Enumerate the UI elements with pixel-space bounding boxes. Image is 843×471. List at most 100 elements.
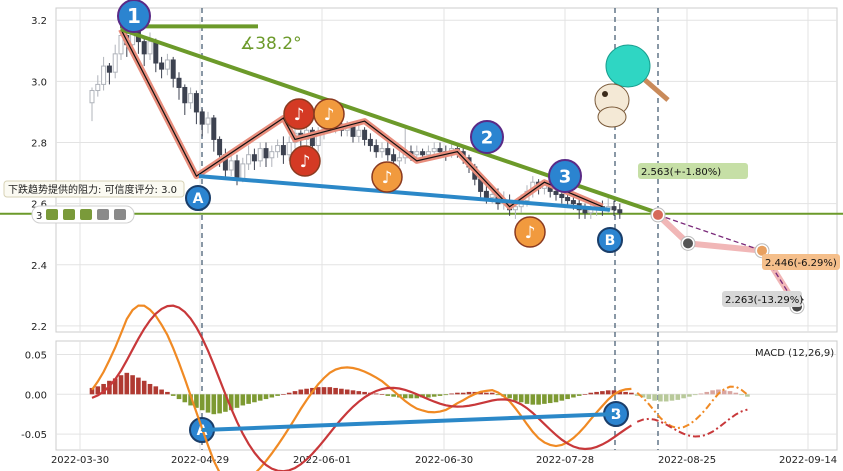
candle xyxy=(512,206,518,211)
macd-bar xyxy=(101,383,106,395)
macd-dea-forecast xyxy=(636,408,748,438)
macd-bar xyxy=(571,394,576,398)
macd-bar-forecast xyxy=(675,394,681,400)
candle xyxy=(356,129,362,137)
macd-dea-line xyxy=(91,304,633,471)
macd-bar xyxy=(518,394,524,403)
candle xyxy=(147,41,153,55)
y-tick-label: 3.0 xyxy=(31,77,47,88)
macd-bar xyxy=(594,391,599,395)
candle xyxy=(420,151,426,156)
candle xyxy=(188,93,194,104)
note-marker-red-glyph: ♪ xyxy=(300,152,311,172)
macd-bar xyxy=(257,394,263,401)
macd-bar-forecast xyxy=(710,390,715,395)
macd-bar xyxy=(588,392,594,395)
macd-bar xyxy=(484,392,489,395)
candle xyxy=(176,77,182,88)
macd-bar xyxy=(112,378,118,395)
wave-marker-3 xyxy=(548,159,582,193)
note-marker-orange xyxy=(514,216,546,248)
candle xyxy=(240,163,246,180)
candle xyxy=(565,197,571,202)
candle xyxy=(611,206,617,211)
macd-bar xyxy=(426,394,431,398)
macd-bar xyxy=(542,394,547,404)
macd-tick-label: 0.05 xyxy=(25,351,47,362)
macd-bar-forecast xyxy=(698,393,704,395)
star-rating-icon xyxy=(63,209,75,220)
candle xyxy=(431,148,437,153)
macd-bar xyxy=(344,389,350,395)
y-tick-label: 3.2 xyxy=(31,16,47,27)
macd-bar-forecast xyxy=(739,394,744,396)
macd-bar xyxy=(252,394,257,403)
projection-node-dot xyxy=(683,238,693,249)
macd-bar xyxy=(333,387,338,395)
support-trendline xyxy=(198,174,611,212)
candle xyxy=(164,59,170,70)
candle xyxy=(582,209,588,214)
note-marker-orange-glyph: ♪ xyxy=(382,168,393,188)
macd-bar xyxy=(269,394,275,398)
macd-bar xyxy=(524,394,530,404)
macd-bar xyxy=(304,388,309,395)
macd-bar xyxy=(130,375,135,395)
projection-label: 2.446(-6.29%) xyxy=(765,258,837,269)
macd-bar xyxy=(414,394,420,399)
macd-bar-forecast xyxy=(721,390,727,395)
macd-bar xyxy=(165,391,170,395)
macd-bar-forecast xyxy=(704,391,710,395)
macd-bar xyxy=(159,389,164,395)
macd-bar xyxy=(437,394,443,396)
macd-bar xyxy=(530,394,536,405)
x-tick-label: 2022-06-30 xyxy=(415,455,473,466)
candle xyxy=(617,209,623,214)
macd-bar xyxy=(356,391,362,395)
macd-bar xyxy=(199,394,205,411)
candle xyxy=(106,65,112,73)
x-tick-label: 2022-08-25 xyxy=(658,455,716,466)
candle xyxy=(170,59,176,79)
macd-bar xyxy=(170,394,176,396)
candle xyxy=(257,148,263,162)
macd-bar xyxy=(582,394,588,395)
paddle-icon xyxy=(605,44,651,88)
y-tick-label: 2.2 xyxy=(31,322,47,333)
macd-bar-forecast xyxy=(658,394,663,402)
projection-label-box xyxy=(638,163,748,179)
macd-bar xyxy=(234,394,240,408)
star-rating-icon xyxy=(46,209,58,220)
projection-label-box xyxy=(762,254,840,270)
candle xyxy=(211,117,217,140)
note-marker-orange-glyph: ♪ xyxy=(324,105,335,125)
macd-bar-forecast xyxy=(716,389,721,395)
note-marker-red xyxy=(289,145,321,177)
point-a-marker-label: A xyxy=(193,191,204,207)
macd-bar xyxy=(246,394,251,404)
candle xyxy=(385,148,391,156)
note-marker-orange xyxy=(371,161,403,193)
candle xyxy=(269,151,275,159)
macd-bar-forecast xyxy=(634,394,640,396)
y-tick-label: 2.8 xyxy=(31,138,47,149)
macd-bar xyxy=(507,394,512,399)
macd-bar xyxy=(263,394,269,400)
macd-bar xyxy=(153,386,159,395)
star-rating-icon xyxy=(80,209,92,220)
macd-bar xyxy=(147,383,153,395)
x-tick-label: 2022-09-14 xyxy=(779,455,837,466)
macd-bar xyxy=(194,394,199,408)
candle xyxy=(95,83,101,92)
candle xyxy=(112,53,118,73)
projection-label: 2.563(+-1.80%) xyxy=(641,167,721,178)
macd-bar xyxy=(373,393,379,395)
macd-bar xyxy=(182,394,188,403)
candle xyxy=(275,145,281,153)
macd-bar xyxy=(559,394,565,401)
macd-legend: MACD (12,26,9) xyxy=(755,348,834,359)
candle xyxy=(101,65,107,85)
candle xyxy=(263,148,269,159)
macd-dif-line xyxy=(91,304,632,471)
candle xyxy=(246,154,252,165)
